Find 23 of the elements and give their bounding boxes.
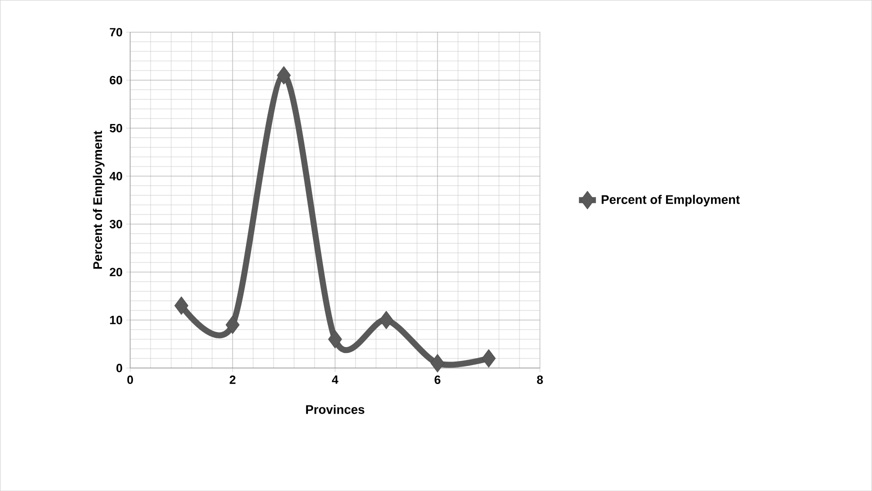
x-tick-label: 6 — [434, 375, 440, 384]
x-tick-label: 8 — [537, 375, 543, 384]
y-tick-label: 70 — [110, 28, 122, 36]
x-axis-title: Provinces — [306, 404, 364, 414]
y-axis-title: Percent of Employment — [92, 130, 104, 269]
y-tick-label: 30 — [110, 220, 122, 228]
point — [430, 354, 445, 372]
point — [174, 296, 188, 315]
point — [226, 316, 240, 334]
x-tick-label: 2 — [230, 375, 236, 384]
legend-label: Percent of Employment — [602, 194, 740, 206]
x-tick-label: 0 — [127, 375, 133, 384]
y-tick-label: 10 — [110, 316, 122, 324]
y-tick-label: 0 — [116, 364, 122, 372]
point — [379, 310, 394, 330]
point — [482, 349, 496, 368]
point — [328, 330, 342, 348]
y-tick-label: 50 — [110, 124, 122, 132]
x-tick-label: 4 — [332, 375, 338, 384]
y-tick-label: 20 — [110, 268, 122, 276]
y-tick-label: 60 — [110, 76, 122, 84]
point — [276, 66, 291, 85]
y-tick-label: 40 — [110, 172, 122, 180]
